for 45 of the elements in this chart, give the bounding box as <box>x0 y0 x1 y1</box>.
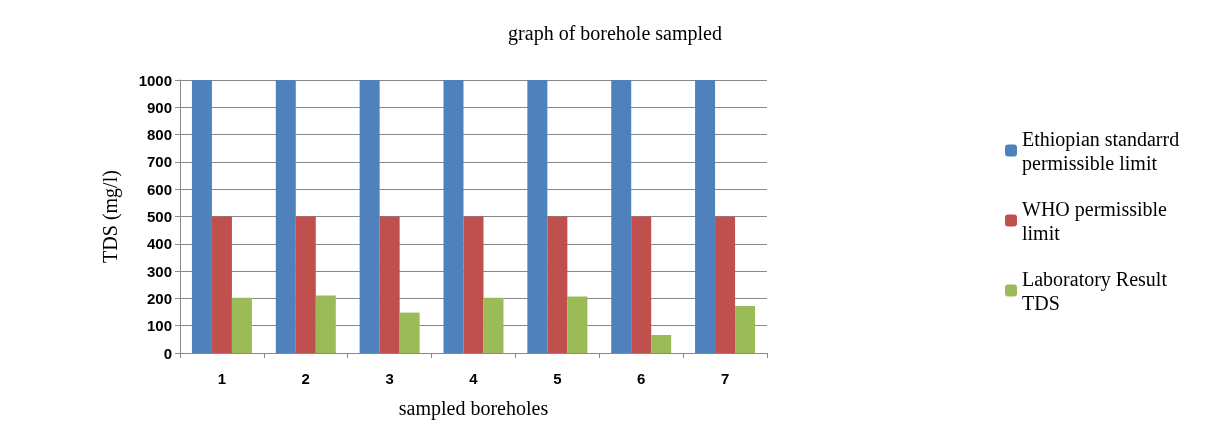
bar <box>359 80 380 353</box>
bar <box>191 80 212 353</box>
chart-title: graph of borehole sampled <box>508 22 722 45</box>
bar <box>735 306 756 353</box>
x-tick-label: 5 <box>553 370 562 387</box>
bar <box>547 216 568 353</box>
legend-label: WHO permissible limit <box>1022 197 1172 244</box>
bar <box>315 295 336 353</box>
bar <box>631 216 652 353</box>
bar <box>379 216 400 353</box>
y-tick-label: 500 <box>146 208 172 225</box>
x-tick-label: 2 <box>301 370 310 387</box>
bar <box>211 216 232 353</box>
bar <box>567 296 588 353</box>
y-tick-label: 700 <box>146 153 172 171</box>
y-tick-label: 900 <box>146 98 172 116</box>
x-tick-label: 3 <box>385 370 394 387</box>
y-tick-label: 800 <box>146 126 172 144</box>
y-tick-label: 1000 <box>138 71 172 89</box>
x-tick-label: 1 <box>217 370 227 387</box>
y-tick-label: 300 <box>146 262 172 280</box>
bar <box>527 80 548 353</box>
x-tick-label: 7 <box>720 370 730 387</box>
x-tick-label: 4 <box>469 370 479 387</box>
y-tick-label: 400 <box>146 235 172 253</box>
bar <box>611 80 632 353</box>
bar <box>463 216 484 353</box>
legend-label: Laboratory Result TDS <box>1022 267 1172 314</box>
x-axis-title: sampled boreholes <box>398 397 549 420</box>
y-tick-label: 200 <box>146 289 172 307</box>
bar <box>295 216 316 353</box>
bar <box>443 80 464 353</box>
bar <box>231 297 252 353</box>
bar <box>651 334 672 353</box>
y-tick-label: 0 <box>163 344 172 362</box>
y-tick-label: 100 <box>146 317 172 335</box>
y-axis-title: TDS (mg/l) <box>99 170 122 263</box>
bar <box>483 297 504 353</box>
bar <box>695 80 716 353</box>
bar <box>399 312 420 353</box>
bar <box>275 80 296 353</box>
y-tick-label: 600 <box>146 180 172 198</box>
bar <box>715 216 736 353</box>
x-tick-label: 6 <box>637 370 646 387</box>
legend-label: Ethiopian standarrd permissible limit <box>1022 127 1185 175</box>
